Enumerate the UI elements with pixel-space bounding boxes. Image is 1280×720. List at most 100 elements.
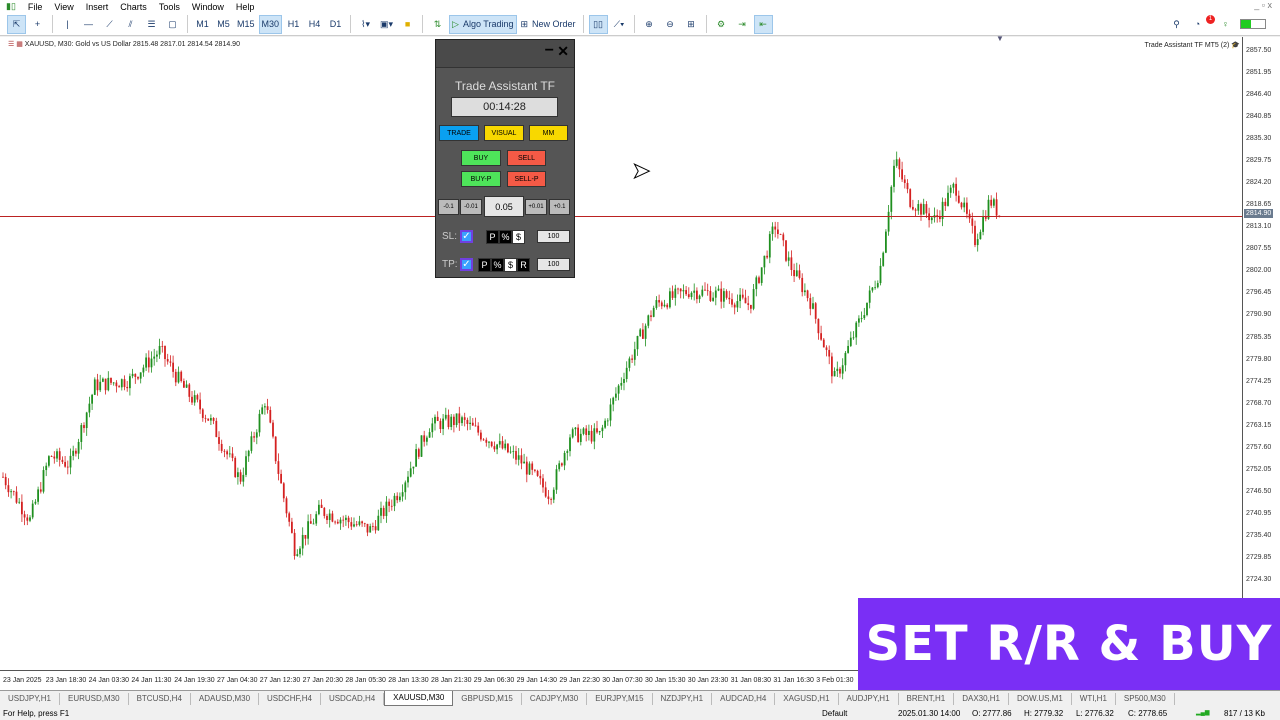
menu-view[interactable]: View bbox=[54, 1, 74, 12]
crosshair-icon[interactable]: + bbox=[34, 19, 41, 29]
sl-mode-points[interactable]: P bbox=[486, 230, 499, 244]
one-click-trading-icon[interactable]: ⇅ bbox=[433, 18, 442, 29]
timeframe-h1[interactable]: H1 bbox=[287, 19, 300, 29]
algo-trading-button[interactable]: ▷ Algo Trading bbox=[449, 14, 517, 34]
indicators-icon[interactable]: ⌇▾ bbox=[361, 18, 370, 29]
menu-file[interactable]: File bbox=[27, 1, 43, 12]
candlestick-icon[interactable]: ▯▯ bbox=[588, 14, 608, 34]
folder-icon[interactable]: ■ bbox=[404, 19, 411, 29]
sl-checkbox[interactable]: ✓ bbox=[460, 230, 473, 243]
candle-body bbox=[431, 423, 434, 433]
chart-tab[interactable]: AUDCAD,H4 bbox=[712, 692, 776, 705]
sl-mode-percent[interactable]: % bbox=[499, 230, 512, 244]
candle-body bbox=[274, 436, 277, 462]
chart-tab[interactable]: EURJPY,M15 bbox=[587, 692, 653, 705]
candle-body bbox=[596, 428, 598, 433]
chart-tab[interactable]: USDCHF,H4 bbox=[259, 692, 321, 705]
cursor-icon[interactable]: ⇱ bbox=[7, 14, 26, 34]
vertical-line-icon[interactable]: | bbox=[66, 19, 69, 29]
timeframe-h4[interactable]: H4 bbox=[308, 19, 321, 29]
chart-tab[interactable]: SP500,M30 bbox=[1116, 692, 1175, 705]
chart-tab[interactable]: BRENT,H1 bbox=[899, 692, 955, 705]
tile-windows-icon[interactable]: ⊞ bbox=[687, 18, 695, 29]
lot-size-input[interactable]: 0.05 bbox=[484, 196, 524, 217]
sell-pending-button[interactable]: SELL-P bbox=[507, 171, 546, 187]
chart-tab[interactable]: XAGUSD,H1 bbox=[775, 692, 839, 705]
timeframe-d1[interactable]: D1 bbox=[329, 19, 342, 29]
lot-plus-0.1-button[interactable]: +0.1 bbox=[549, 199, 570, 215]
chart-tab[interactable]: XAUUSD,M30 bbox=[384, 691, 454, 706]
lot-minus-0.01-button[interactable]: -0.01 bbox=[460, 199, 482, 215]
minimize-button[interactable]: − bbox=[544, 42, 554, 59]
tab-trade[interactable]: TRADE bbox=[439, 125, 479, 141]
tp-checkbox[interactable]: ✓ bbox=[460, 258, 473, 271]
ea-hat-icon: 🎓 bbox=[1231, 42, 1240, 49]
tab-mm[interactable]: MM bbox=[529, 125, 568, 141]
tp-mode-money[interactable]: $ bbox=[504, 258, 517, 272]
tp-mode-points[interactable]: P bbox=[478, 258, 491, 272]
candle-body bbox=[72, 450, 75, 456]
menu-window[interactable]: Window bbox=[191, 1, 224, 12]
shapes-icon[interactable]: ▢ bbox=[168, 18, 177, 29]
level-icon[interactable]: ♀ bbox=[1222, 19, 1229, 29]
lot-minus-0.1-button[interactable]: -0.1 bbox=[438, 199, 459, 215]
menu-help[interactable]: Help bbox=[235, 1, 255, 12]
tp-mode-percent[interactable]: % bbox=[491, 258, 504, 272]
chart-type-icon[interactable]: ⟋▾ bbox=[613, 18, 625, 29]
panel-header[interactable]: − ✕ bbox=[436, 40, 574, 68]
channel-icon[interactable]: ⫽ bbox=[128, 18, 133, 29]
candle-body bbox=[482, 439, 485, 441]
sell-button[interactable]: SELL bbox=[507, 150, 546, 166]
menu-insert[interactable]: Insert bbox=[85, 1, 109, 12]
price-chart[interactable]: ☰ ▦ XAUUSD, M30: Gold vs US Dollar 2815.… bbox=[0, 34, 1280, 690]
expert-advisor-label[interactable]: Trade Assistant TF MT5 (2) 🎓 bbox=[1145, 41, 1240, 49]
sl-mode-money[interactable]: $ bbox=[512, 230, 525, 244]
zoom-out-icon[interactable]: ⊖ bbox=[666, 18, 674, 29]
profile[interactable]: Default bbox=[822, 709, 848, 718]
chart-tab[interactable]: NZDJPY,H1 bbox=[653, 692, 713, 705]
notifications-icon[interactable]: ◔ 1 bbox=[1188, 14, 1215, 34]
chart-tab[interactable]: AUDJPY,H1 bbox=[839, 692, 899, 705]
timeframe-m30[interactable]: M30 bbox=[258, 14, 283, 34]
autoscroll-icon[interactable]: ⇥ bbox=[738, 18, 746, 29]
tab-visual[interactable]: VISUAL bbox=[484, 125, 524, 141]
chart-shift-icon[interactable]: ⇤ bbox=[753, 14, 773, 34]
chart-tab[interactable]: EURUSD,M30 bbox=[60, 692, 129, 705]
buy-pending-button[interactable]: BUY-P bbox=[461, 171, 501, 187]
lot-plus-0.01-button[interactable]: +0.01 bbox=[525, 199, 547, 215]
search-icon[interactable]: ⚲ bbox=[1173, 18, 1180, 29]
candle-body bbox=[663, 304, 666, 307]
chart-tab[interactable]: CADJPY,M30 bbox=[522, 692, 588, 705]
candle-body bbox=[85, 412, 88, 429]
fibonacci-icon[interactable]: ☰ bbox=[147, 18, 156, 29]
chart-tab[interactable]: DAX30,H1 bbox=[954, 692, 1009, 705]
candle-body bbox=[150, 358, 153, 368]
templates-icon[interactable]: ▣▾ bbox=[380, 18, 394, 29]
menu-charts[interactable]: Charts bbox=[120, 1, 147, 12]
window-controls[interactable]: _ ▫ x bbox=[1254, 0, 1272, 10]
close-button[interactable]: ✕ bbox=[557, 43, 569, 59]
chart-tab[interactable]: USDCAD,H4 bbox=[321, 692, 385, 705]
chart-tab[interactable]: DOW.US,M1 bbox=[1009, 692, 1072, 705]
chart-shift-marker-icon[interactable]: ▼ bbox=[996, 34, 1004, 43]
menu-tools[interactable]: Tools bbox=[158, 1, 180, 12]
candle-body bbox=[898, 159, 901, 170]
chart-tab[interactable]: BTCUSD,H4 bbox=[129, 692, 191, 705]
chart-tab[interactable]: GBPUSD,M15 bbox=[453, 692, 522, 705]
horizontal-line-icon[interactable]: — bbox=[84, 19, 93, 29]
chart-tab[interactable]: USDJPY,H1 bbox=[0, 692, 60, 705]
tp-mode-ratio[interactable]: R bbox=[517, 258, 530, 272]
sl-value-input[interactable]: 100 bbox=[537, 230, 570, 243]
settings-icon[interactable]: ⚙ bbox=[717, 18, 726, 29]
chart-tab[interactable]: ADAUSD,M30 bbox=[191, 692, 260, 705]
chart-tab[interactable]: WTI,H1 bbox=[1072, 692, 1116, 705]
buy-button[interactable]: BUY bbox=[461, 150, 501, 166]
zoom-in-icon[interactable]: ⊕ bbox=[645, 18, 653, 29]
timeframe-m1[interactable]: M1 bbox=[196, 19, 209, 29]
candle-body bbox=[366, 523, 369, 533]
timeframe-m15[interactable]: M15 bbox=[237, 19, 255, 29]
timeframe-m5[interactable]: M5 bbox=[217, 19, 230, 29]
new-order-button[interactable]: ⊞ New Order bbox=[519, 15, 578, 34]
trendline-icon[interactable]: ⟋ bbox=[106, 18, 113, 29]
tp-value-input[interactable]: 100 bbox=[537, 258, 570, 271]
